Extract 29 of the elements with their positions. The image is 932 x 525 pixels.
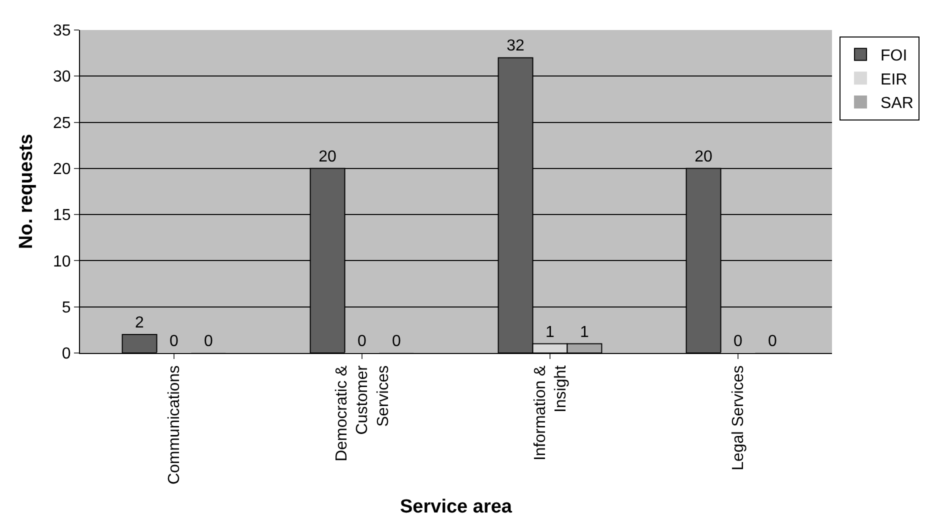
data-label: 0	[734, 333, 742, 350]
data-label: 0	[170, 333, 178, 350]
y-tick-label: 5	[62, 299, 71, 316]
y-tick-label: 20	[53, 161, 71, 178]
y-axis-title: No. requests	[16, 134, 37, 250]
x-tick-label: Information & Insight	[532, 364, 570, 461]
data-label: 1	[580, 324, 589, 341]
y-tick-label: 15	[53, 207, 71, 224]
y-tick-label: 10	[53, 253, 71, 270]
data-label: 0	[768, 333, 777, 350]
x-axis-title: Service area	[400, 496, 512, 518]
x-tick-label: Legal Services	[730, 365, 748, 470]
data-label: 0	[204, 333, 213, 350]
x-tick-label: Democratic & Customer Services	[333, 364, 392, 462]
y-tick-label: 30	[53, 68, 71, 86]
legend-label: EIR	[880, 71, 908, 88]
data-label: 0	[392, 333, 401, 350]
data-label: 20	[318, 148, 336, 166]
legend-label: FOI	[880, 48, 908, 65]
data-label: 2	[135, 314, 144, 332]
data-label: 1	[546, 324, 554, 341]
y-tick-label: 35	[53, 22, 71, 40]
y-tick-label: 25	[53, 114, 71, 132]
data-label: 20	[694, 148, 712, 166]
legend-label: SAR	[880, 95, 914, 112]
x-tick-label: Communications	[166, 365, 184, 485]
data-label: 32	[506, 38, 524, 55]
y-tick-label: 0	[62, 346, 71, 363]
data-label: 0	[358, 333, 366, 350]
